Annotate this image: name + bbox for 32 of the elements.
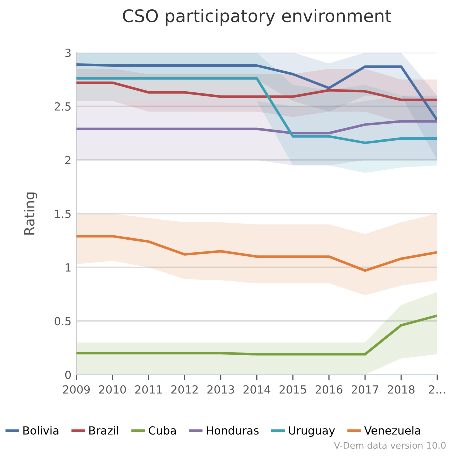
x-tick-label: 2017	[352, 386, 378, 394]
line-series	[76, 82, 438, 102]
y-tick-label: 3	[66, 48, 71, 58]
x-tick-label: 2014	[244, 386, 271, 394]
x-tick-label: 2…	[429, 386, 446, 394]
legend-label: Cuba	[149, 426, 176, 435]
x-tick-label: 2012	[172, 386, 198, 394]
legend-label: Bolivia	[24, 426, 59, 435]
legend-label: Honduras	[207, 426, 259, 435]
y-tick-label: 1.5	[55, 210, 71, 218]
x-tick-label: 2015	[280, 386, 306, 394]
x-tick-label: 2016	[316, 386, 343, 394]
y-axis-title: Rating	[24, 192, 38, 235]
legend-label: Venezuela	[364, 426, 420, 435]
y-tick-label: 0	[65, 370, 72, 380]
text: V-Dem data version 10.0	[334, 442, 446, 450]
legend-label: Brazil	[90, 426, 118, 435]
chart-title: CSO participatory environment	[123, 9, 392, 26]
line-series	[76, 314, 438, 356]
x-tick-label: 2018	[388, 386, 415, 394]
legend-label: Uruguay	[289, 426, 336, 438]
x-tick-label: 2013	[208, 386, 234, 394]
line-series	[76, 120, 438, 135]
x-tick-label: 2011	[136, 386, 162, 394]
y-tick-label: 1	[66, 264, 71, 272]
x-tick-label: 2010	[99, 386, 126, 394]
y-tick-label: 0.5	[54, 317, 71, 326]
y-tick-label: 2.5	[54, 102, 71, 111]
x-tick-label: 2009	[63, 386, 90, 394]
line-series	[76, 77, 438, 144]
y-tick-label: 2	[66, 156, 71, 164]
line-series	[76, 235, 438, 272]
